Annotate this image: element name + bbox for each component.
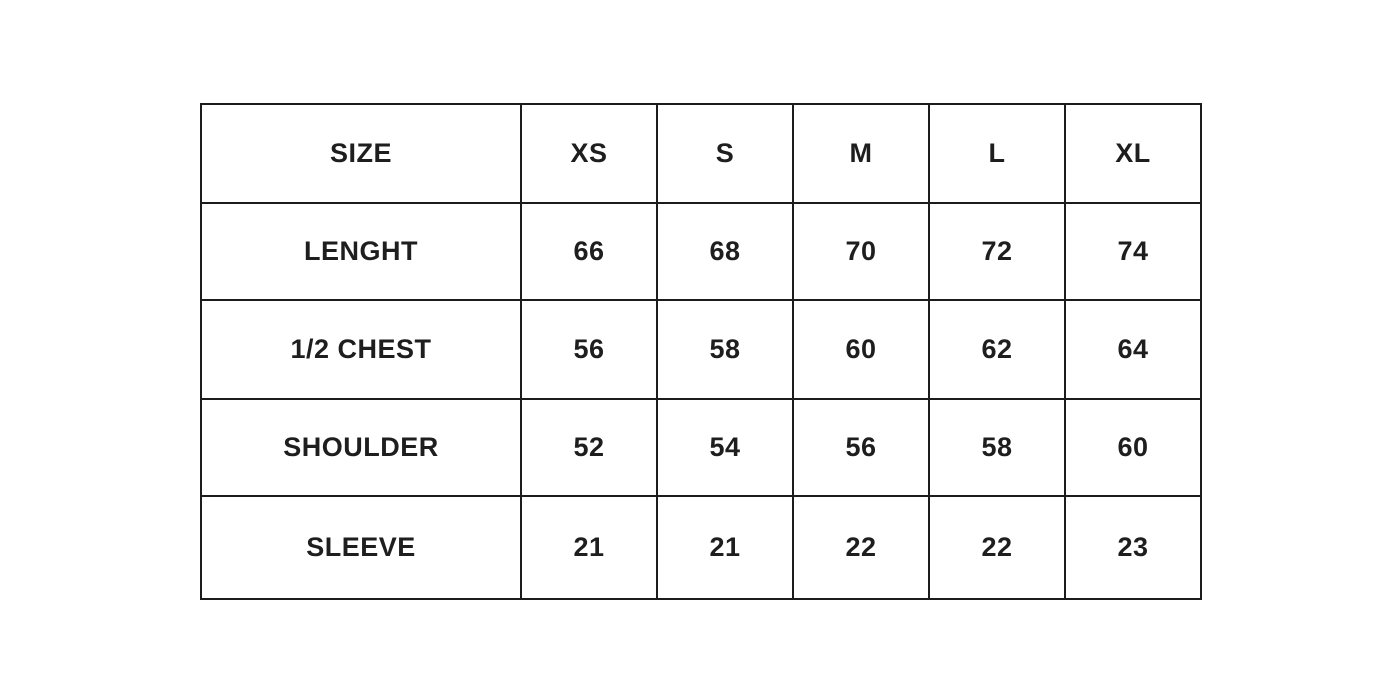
header-cell: XS [520,103,658,204]
header-row: SIZE XS S M L XL [200,103,1202,204]
row-label: SLEEVE [200,495,522,600]
header-cell: L [928,103,1066,204]
table-cell: 62 [928,299,1066,400]
table-cell: 21 [656,495,794,600]
table-row: LENGHT 66 68 70 72 74 [200,202,1202,301]
table-cell: 54 [656,398,794,497]
row-label: 1/2 CHEST [200,299,522,400]
table-cell: 60 [792,299,930,400]
table-row: 1/2 CHEST 56 58 60 62 64 [200,299,1202,400]
table-cell: 22 [928,495,1066,600]
table-cell: 66 [520,202,658,301]
header-cell: XL [1064,103,1202,204]
table-cell: 58 [656,299,794,400]
table-row: SHOULDER 52 54 56 58 60 [200,398,1202,497]
table-cell: 56 [792,398,930,497]
header-cell: M [792,103,930,204]
table-cell: 68 [656,202,794,301]
header-cell: S [656,103,794,204]
table-cell: 22 [792,495,930,600]
row-label: SHOULDER [200,398,522,497]
table-cell: 52 [520,398,658,497]
table-cell: 72 [928,202,1066,301]
table-cell: 60 [1064,398,1202,497]
table-row: SLEEVE 21 21 22 22 23 [200,495,1202,600]
table-cell: 70 [792,202,930,301]
table-cell: 58 [928,398,1066,497]
table-cell: 56 [520,299,658,400]
header-cell: SIZE [200,103,522,204]
row-label: LENGHT [200,202,522,301]
size-chart-table: SIZE XS S M L XL LENGHT 66 68 70 72 74 1… [200,103,1202,600]
table-cell: 23 [1064,495,1202,600]
table-cell: 64 [1064,299,1202,400]
table-cell: 74 [1064,202,1202,301]
table-cell: 21 [520,495,658,600]
